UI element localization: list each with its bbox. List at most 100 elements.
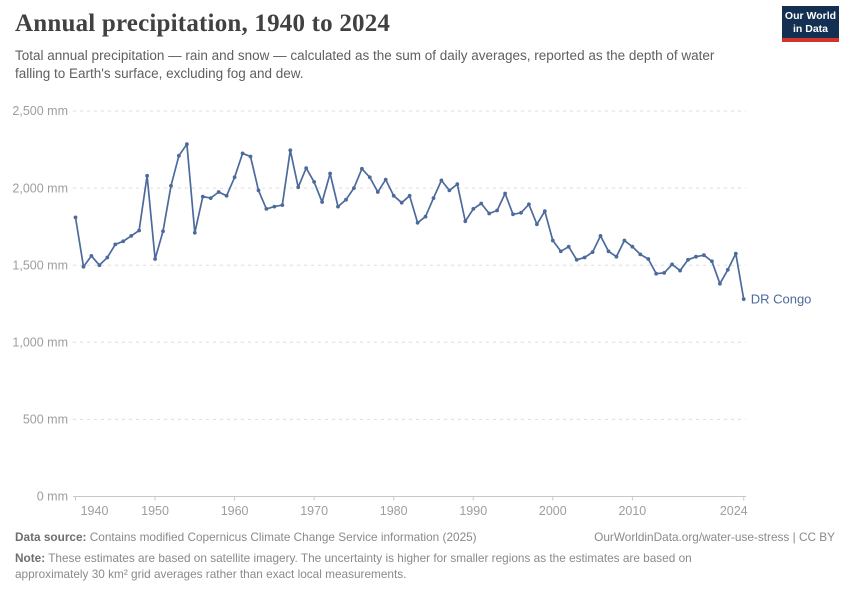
- data-source-line: Data source: Contains modified Copernicu…: [15, 530, 477, 546]
- data-point: [630, 244, 635, 249]
- chart-footer: Data source: Contains modified Copernicu…: [15, 530, 835, 583]
- x-axis-tick-label: 1970: [300, 504, 328, 518]
- data-point: [511, 212, 515, 217]
- data-point: [344, 197, 348, 202]
- data-line: [74, 143, 745, 300]
- data-point: [240, 151, 245, 156]
- data-point: [622, 238, 627, 243]
- chart-note: Note: These estimates are based on satel…: [15, 551, 715, 583]
- data-point: [606, 249, 611, 254]
- data-point: [574, 257, 579, 262]
- data-point: [89, 254, 94, 258]
- data-point: [177, 153, 181, 158]
- data-point: [105, 255, 110, 260]
- data-point: [519, 210, 523, 215]
- series-label: DR Congo: [751, 292, 812, 307]
- chart-header: Annual precipitation, 1940 to 2024 Total…: [15, 10, 835, 83]
- data-point: [272, 204, 277, 209]
- data-point: [495, 208, 499, 213]
- owid-logo: Our World in Data: [782, 6, 839, 42]
- data-point: [304, 166, 309, 171]
- data-point: [590, 250, 595, 255]
- data-point: [312, 180, 316, 184]
- data-point: [280, 203, 285, 208]
- y-axis-tick-label: 500 mm: [23, 413, 68, 427]
- data-point: [710, 259, 714, 264]
- data-point: [407, 193, 412, 198]
- owid-logo-line2: in Data: [792, 22, 828, 35]
- data-point: [383, 177, 388, 182]
- citation-link[interactable]: OurWorldinData.org/water-use-stress | CC…: [594, 530, 835, 544]
- data-point: [582, 255, 587, 260]
- data-point: [662, 271, 667, 275]
- y-axis-tick-label: 1,500 mm: [12, 258, 68, 272]
- data-point: [415, 220, 420, 225]
- data-point: [336, 204, 340, 209]
- owid-logo-line1: Our World: [784, 10, 837, 22]
- data-point: [527, 202, 531, 207]
- data-point: [137, 228, 142, 233]
- data-point: [208, 196, 213, 201]
- data-point: [558, 249, 563, 254]
- data-point: [447, 188, 452, 193]
- data-point: [200, 194, 205, 199]
- owid-logo-box: Our World in Data: [782, 6, 839, 38]
- data-point: [479, 201, 484, 206]
- data-point: [638, 252, 643, 257]
- owid-logo-red-bar: [782, 38, 839, 42]
- data-point: [145, 173, 150, 178]
- data-point: [248, 154, 253, 159]
- data-point: [121, 239, 126, 244]
- data-point: [702, 253, 706, 258]
- data-point: [169, 183, 173, 188]
- data-point: [391, 193, 396, 198]
- x-axis-tick-label: 1990: [459, 504, 487, 518]
- data-point: [654, 271, 659, 276]
- data-point: [503, 191, 507, 196]
- data-point: [686, 257, 690, 262]
- data-point: [725, 267, 730, 272]
- x-axis-tick-label: 2024: [720, 504, 748, 518]
- data-source-label: Data source:: [15, 530, 87, 544]
- x-axis-tick-label: 1980: [380, 504, 408, 518]
- data-point: [360, 166, 364, 171]
- note-text: These estimates are based on satellite i…: [15, 550, 692, 581]
- x-axis-tick-label: 1940: [81, 504, 109, 518]
- data-point: [113, 242, 118, 247]
- data-point: [646, 257, 651, 261]
- data-point: [733, 251, 738, 256]
- data-point: [352, 186, 356, 191]
- precipitation-line-chart: 0 mm 500 mm 1,000 mm 1,500 mm 2,000 mm 2,500 …: [12, 104, 812, 518]
- page-title: Annual precipitation, 1940 to 2024: [15, 10, 391, 37]
- data-point: [216, 190, 221, 194]
- data-point: [487, 211, 492, 216]
- data-point: [296, 185, 301, 190]
- data-point: [264, 207, 269, 211]
- x-axis-tick-label: 2010: [618, 504, 646, 518]
- data-point: [153, 257, 158, 261]
- data-point: [423, 214, 428, 219]
- data-point: [328, 171, 332, 176]
- data-point: [718, 281, 722, 286]
- data-point: [161, 229, 165, 234]
- x-axis-tick-label: 2000: [539, 504, 567, 518]
- y-axis-tick-label: 2,000 mm: [12, 181, 68, 195]
- x-axis-tick-label: 1960: [221, 504, 249, 518]
- data-point: [463, 219, 468, 224]
- data-point: [97, 263, 102, 268]
- data-point: [81, 264, 86, 269]
- data-point: [185, 142, 189, 147]
- chart-subtitle: Total annual precipitation — rain and sn…: [15, 48, 715, 81]
- data-point: [439, 178, 444, 183]
- y-axis-tick-label: 1,000 mm: [12, 336, 68, 350]
- data-point: [320, 200, 324, 204]
- data-point: [598, 234, 603, 238]
- data-point: [535, 222, 539, 227]
- data-point: [741, 297, 746, 301]
- data-point: [542, 209, 547, 214]
- data-point: [129, 234, 134, 238]
- data-point: [694, 254, 698, 259]
- data-point: [224, 193, 229, 198]
- data-point: [455, 182, 460, 187]
